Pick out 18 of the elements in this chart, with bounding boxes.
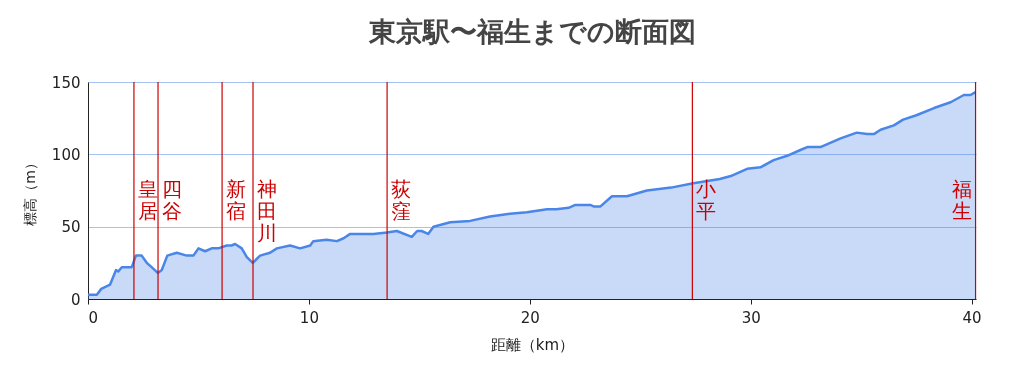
ref-line-label: 荻窪 [391, 177, 412, 223]
y-tick-label: 100 [51, 145, 81, 164]
ref-line-label: 小平 [696, 177, 717, 223]
ref-line-label: 新宿 [226, 177, 247, 223]
y-tick-label: 50 [61, 218, 81, 237]
x-tick-label: 30 [741, 308, 761, 327]
x-tick-label: 40 [962, 308, 982, 327]
y-tick-label: 150 [51, 73, 81, 92]
y-tick-label: 0 [70, 290, 81, 309]
x-axis-title: 距離（km） [490, 335, 575, 354]
x-tick-label: 10 [299, 308, 319, 327]
ref-line-label: 福生 [951, 177, 972, 223]
chart-title: 東京駅〜福生までの断面図 [367, 16, 696, 47]
x-tick-label: 20 [520, 308, 540, 327]
y-axis-title: 標高（m） [21, 156, 38, 226]
ref-line-label: 神田川 [257, 177, 278, 245]
x-tick-label: 0 [88, 308, 99, 327]
ref-line-label: 四谷 [162, 177, 183, 223]
